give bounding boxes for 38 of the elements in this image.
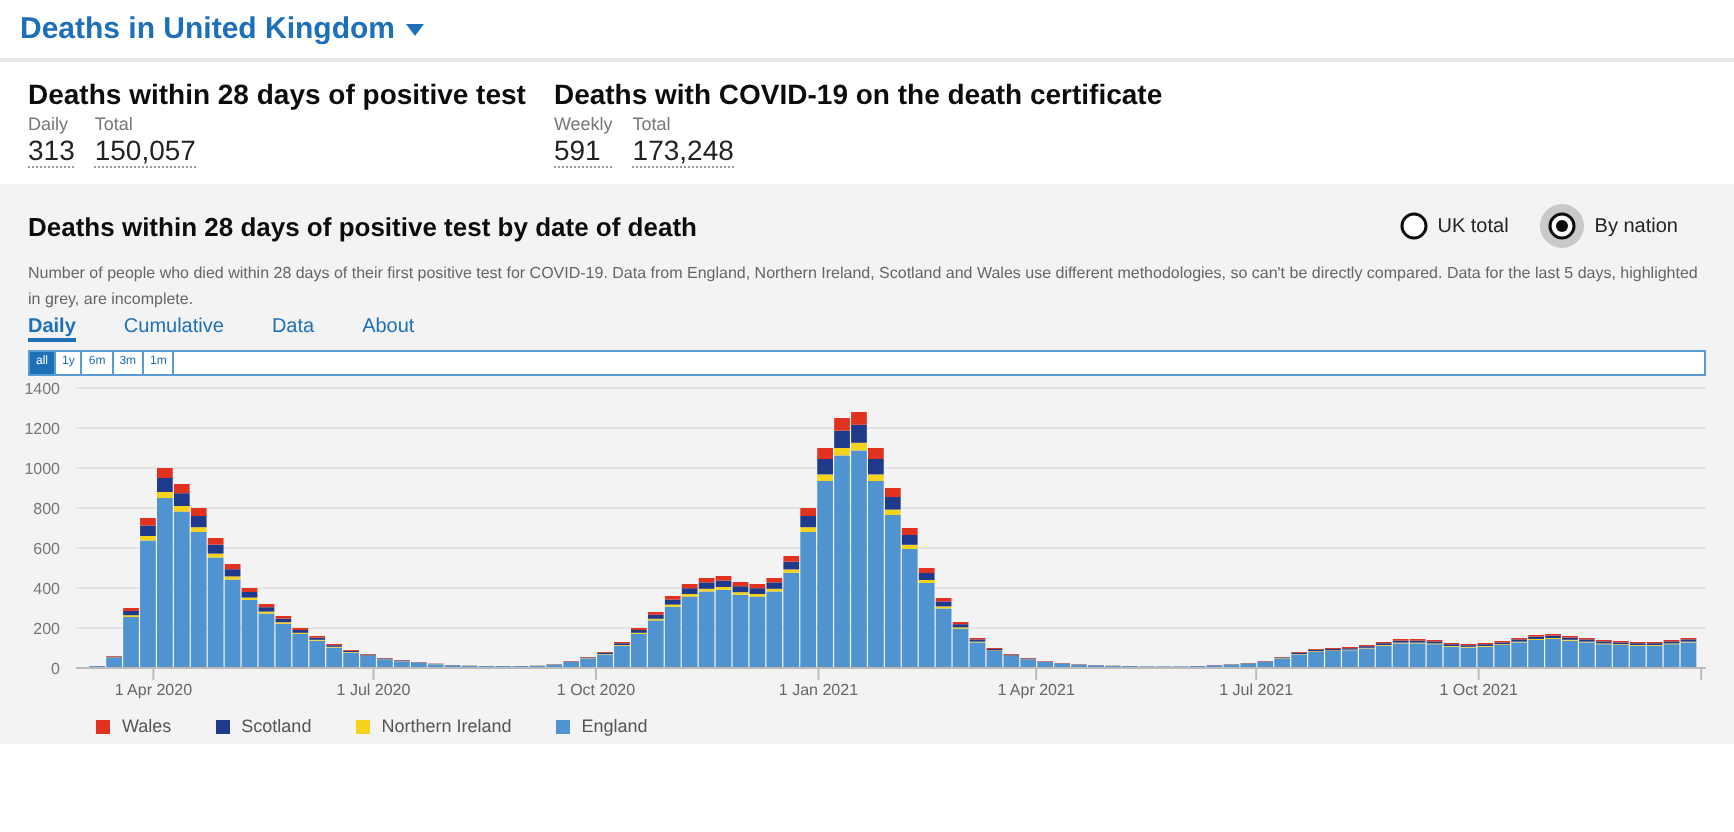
y-tick-label: 1000 xyxy=(24,459,62,478)
legend-label: Wales xyxy=(120,716,172,736)
x-tick-label: 1 Oct 2020 xyxy=(556,681,637,700)
y-tick-label: 400 xyxy=(33,579,62,598)
text: Deaths in United Kingdom xyxy=(20,12,395,46)
text: Total xyxy=(94,114,135,134)
text: By nation xyxy=(1592,213,1678,241)
chart-title: Deaths within 28 days of positive test by date of death xyxy=(28,211,697,241)
text: Deaths with COVID-19 on the death certificate xyxy=(553,78,1163,110)
chart-subtitle: Number of people who died within 28 days of their first positive test for COVID-19. Data from England, Northern Ireland, Scotland and Wales use different methodologies, so can't be directly compared. Data for the last 5 days, highlighted in grey, are incomplete. xyxy=(26,262,1700,312)
text: Daily xyxy=(28,114,71,134)
legend-label: Northern Ireland xyxy=(379,716,512,736)
x-tick-label: 1 Jul 2020 xyxy=(336,681,412,700)
y-tick-label: 800 xyxy=(33,499,62,518)
text: 591 xyxy=(553,134,613,168)
y-tick-label: 1200 xyxy=(24,419,62,438)
text: Deaths within 28 days of positive test xyxy=(28,78,526,110)
text: UK total xyxy=(1435,213,1509,240)
text: 173,248 xyxy=(632,134,734,168)
y-tick-label: 0 xyxy=(51,659,62,678)
text: 313 xyxy=(28,134,75,168)
text: Daily xyxy=(28,316,76,342)
y-tick-label: 1400 xyxy=(24,379,62,398)
text: Total xyxy=(632,114,673,134)
text: Weekly xyxy=(553,114,613,134)
text: 150,057 xyxy=(94,134,196,168)
y-tick-label: 200 xyxy=(33,619,62,638)
x-tick-label: 1 Jul 2021 xyxy=(1219,681,1295,700)
text: About xyxy=(362,316,415,342)
legend-label: Scotland xyxy=(239,716,312,736)
text: Data xyxy=(271,316,315,342)
legend-label: England xyxy=(579,716,648,736)
x-tick-label: 1 Oct 2021 xyxy=(1439,681,1519,700)
y-tick-label: 600 xyxy=(33,539,62,558)
x-tick-label: 1 Jan 2021 xyxy=(778,681,860,700)
text: Cumulative xyxy=(123,316,224,342)
x-tick-label: 1 Apr 2021 xyxy=(997,681,1076,700)
x-tick-label: 1 Apr 2020 xyxy=(114,681,194,700)
